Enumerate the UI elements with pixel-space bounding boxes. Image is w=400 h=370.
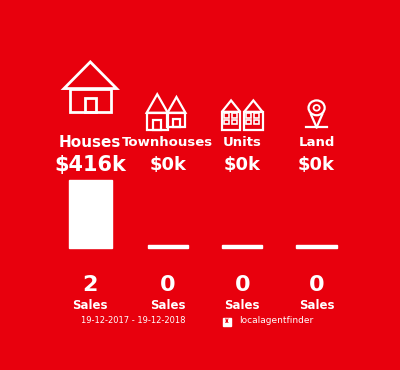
Text: $0k: $0k xyxy=(149,157,186,175)
Bar xyxy=(168,113,186,127)
Text: 2: 2 xyxy=(83,275,98,295)
Text: 0: 0 xyxy=(234,275,250,295)
Bar xyxy=(148,245,188,248)
Bar xyxy=(232,113,237,118)
Bar xyxy=(153,120,161,130)
Bar xyxy=(224,113,229,118)
Text: Sales: Sales xyxy=(299,299,334,312)
Bar xyxy=(70,88,111,112)
Text: localagentfinder: localagentfinder xyxy=(239,316,314,325)
Text: Sales: Sales xyxy=(150,299,186,312)
Bar xyxy=(296,245,337,248)
Bar xyxy=(84,98,96,112)
Text: Units: Units xyxy=(223,136,262,149)
Text: Sales: Sales xyxy=(72,299,108,312)
Text: $0k: $0k xyxy=(224,157,261,175)
Text: $0k: $0k xyxy=(298,157,335,175)
Text: Townhouses: Townhouses xyxy=(122,136,213,149)
Bar xyxy=(224,120,229,124)
Bar xyxy=(254,113,259,118)
Text: 0: 0 xyxy=(309,275,324,295)
Text: 19-12-2017 - 19-12-2018: 19-12-2017 - 19-12-2018 xyxy=(82,316,186,325)
Bar xyxy=(246,113,251,118)
Bar xyxy=(69,180,112,248)
Bar xyxy=(222,112,240,130)
Bar xyxy=(147,113,168,130)
Bar xyxy=(222,245,262,248)
Text: $416k: $416k xyxy=(54,155,126,175)
Bar xyxy=(232,120,237,124)
Text: Houses: Houses xyxy=(59,135,122,150)
Text: Sales: Sales xyxy=(224,299,260,312)
Text: Land: Land xyxy=(298,136,335,149)
Bar xyxy=(173,119,180,127)
Text: ♜: ♜ xyxy=(224,319,230,324)
Bar xyxy=(244,112,262,130)
Text: 0: 0 xyxy=(160,275,176,295)
Bar xyxy=(254,120,259,124)
Bar xyxy=(246,120,251,124)
Bar xyxy=(223,319,231,326)
